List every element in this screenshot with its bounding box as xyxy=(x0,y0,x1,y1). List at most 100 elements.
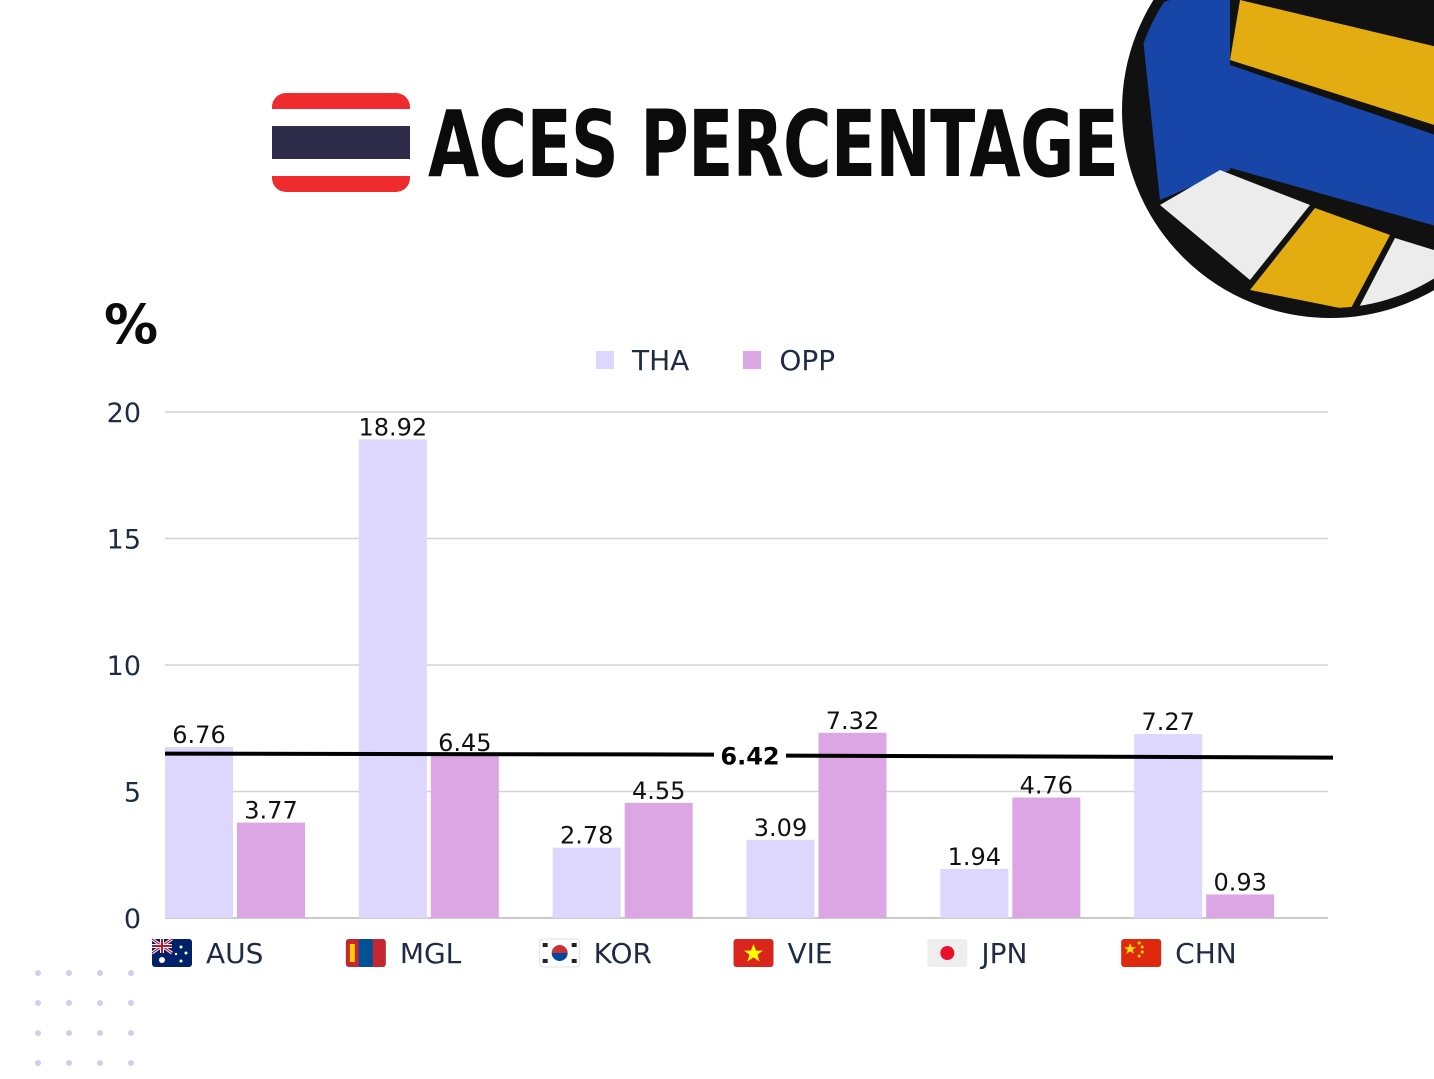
flag-star-small xyxy=(1140,950,1144,954)
y-tick-label: 10 xyxy=(107,651,141,682)
ball-panel-yellow-low xyxy=(1250,208,1390,310)
volleyball-icon xyxy=(1122,0,1434,318)
decor-dot xyxy=(66,970,72,976)
ball-outline xyxy=(1122,0,1434,318)
x-category-label: AUS xyxy=(206,937,263,970)
flag-trigram xyxy=(542,943,548,947)
y-axis-label: % xyxy=(104,293,159,356)
reference-line-left xyxy=(164,751,715,757)
legend-swatch-opp xyxy=(743,351,762,369)
legend-swatch-tha xyxy=(596,351,614,369)
bar-value-label: 6.76 xyxy=(172,721,225,749)
decor-dot xyxy=(128,1060,134,1066)
south-korea-flag-icon xyxy=(539,938,581,968)
chart-header: ACES PERCENTAGE xyxy=(270,90,1119,200)
decor-dot xyxy=(66,1030,72,1036)
flag-trigram xyxy=(542,959,548,963)
bar-value-label: 3.77 xyxy=(244,797,297,825)
flag-taegeuk-blue xyxy=(551,953,568,961)
ball-panel-white-left xyxy=(1160,170,1310,280)
ball-panel-blue xyxy=(1140,0,1230,200)
flag-stripe-red-bottom xyxy=(272,176,410,192)
bar-value-label: 7.32 xyxy=(826,707,879,735)
bar-tha xyxy=(940,868,1009,918)
bar-opp xyxy=(818,732,887,918)
decor-dot xyxy=(35,1060,41,1066)
bar-tha xyxy=(1134,734,1203,918)
flag-star-small xyxy=(1140,945,1144,949)
bar-value-label: 0.93 xyxy=(1213,868,1266,896)
legend-label-opp: OPP xyxy=(779,343,836,377)
decor-dot xyxy=(35,1000,41,1006)
y-tick-label: 5 xyxy=(124,778,141,809)
bar-value-label: 3.09 xyxy=(754,814,807,842)
thailand-flag-icon xyxy=(272,93,410,192)
ball-panel-blue-mid xyxy=(1220,65,1434,230)
bar-value-label: 18.92 xyxy=(358,413,427,441)
flag-soyombo xyxy=(349,944,355,962)
dot-grid-decoration xyxy=(35,970,134,1066)
flag-trigram xyxy=(571,943,577,947)
bar-tha xyxy=(552,847,621,918)
flag-star xyxy=(159,957,165,963)
flag-star xyxy=(174,952,178,956)
legend-item-opp: OPP xyxy=(743,344,835,377)
bar-opp xyxy=(1206,894,1275,918)
flag-star-large xyxy=(1124,943,1137,954)
decor-dot xyxy=(66,1000,72,1006)
bar-tha xyxy=(165,746,233,918)
flag-stripe-red-top xyxy=(272,93,410,109)
bar-opp xyxy=(430,754,499,918)
flag-star-small xyxy=(1137,954,1141,958)
flag-stripe-blue xyxy=(272,126,410,159)
flag-star xyxy=(184,951,188,955)
y-tick-label: 20 xyxy=(107,398,141,429)
legend-item-tha: THA xyxy=(596,344,689,377)
chart-legend: THA OPP xyxy=(596,340,889,380)
decor-dot xyxy=(97,1060,103,1066)
mongolia-flag-icon xyxy=(345,939,386,967)
bar-opp xyxy=(624,802,693,918)
decor-dot xyxy=(128,1000,134,1006)
chart-title: ACES PERCENTAGE xyxy=(428,91,1119,198)
flag-star xyxy=(744,944,763,962)
decor-dot xyxy=(97,970,103,976)
flag-trigram xyxy=(571,959,577,963)
bar-value-label: 7.27 xyxy=(1141,708,1194,736)
flag-sun xyxy=(940,946,955,960)
vietnam-flag-icon xyxy=(733,939,774,967)
australia-flag-icon xyxy=(151,937,192,967)
flag-star xyxy=(179,945,183,949)
x-category-label: CHN xyxy=(1175,937,1237,970)
x-category-label: KOR xyxy=(594,937,652,970)
decor-dot xyxy=(128,970,134,976)
decor-dot xyxy=(35,970,41,976)
china-flag-icon xyxy=(1121,939,1162,967)
flag-cross-red xyxy=(152,945,172,947)
bar-value-label: 2.78 xyxy=(560,822,613,850)
y-tick-label: 15 xyxy=(107,525,141,556)
bar-tha xyxy=(358,439,427,918)
bar-tha xyxy=(746,839,815,918)
flag-taegeuk-red xyxy=(551,945,568,953)
bar-opp xyxy=(237,822,305,918)
reference-line-label: 6.42 xyxy=(720,743,779,771)
ball-panel-yellow-top xyxy=(1230,0,1434,130)
x-category-label: MGL xyxy=(400,937,462,970)
y-tick-label: 0 xyxy=(124,904,141,935)
japan-flag-icon xyxy=(927,939,968,967)
bar-value-label: 4.55 xyxy=(632,777,685,805)
reference-line-right xyxy=(785,753,1334,760)
flag-star xyxy=(179,959,183,963)
decor-dot xyxy=(35,1030,41,1036)
decor-dot xyxy=(66,1060,72,1066)
bar-opp xyxy=(1012,797,1081,918)
decor-dot xyxy=(97,1000,103,1006)
decor-dot xyxy=(97,1030,103,1036)
legend-label-tha: THA xyxy=(632,343,690,377)
x-category-label: JPN xyxy=(979,937,1027,970)
bar-value-label: 1.94 xyxy=(948,843,1001,871)
decor-dot xyxy=(128,1030,134,1036)
flag-center-band xyxy=(358,939,373,967)
